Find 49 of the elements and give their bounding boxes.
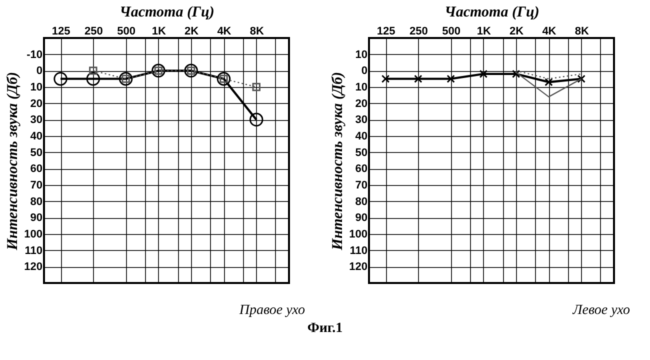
text: Левое ухо bbox=[572, 303, 631, 319]
y-tick-label: 10 bbox=[30, 82, 42, 94]
y-tick-label: 0 bbox=[361, 65, 368, 78]
x-tick-label: 500 bbox=[442, 26, 460, 38]
x-tick-label: 4K bbox=[217, 26, 232, 38]
text: Фиг.1 bbox=[306, 321, 344, 337]
y-tick-label: 110 bbox=[24, 244, 42, 257]
y-tick-label: 20 bbox=[355, 98, 368, 110]
y-axis-title: Интенсивность звука (Дб) bbox=[5, 72, 22, 252]
x-tick-label: 8K bbox=[250, 26, 264, 38]
y-tick-label: 120 bbox=[24, 261, 42, 274]
x-tick-label: 125 bbox=[52, 26, 70, 38]
x-axis-title: Частота (Гц) bbox=[120, 4, 214, 20]
y-tick-label: 120 bbox=[349, 261, 368, 274]
y-tick-label: 100 bbox=[24, 228, 42, 240]
y-tick-label: 70 bbox=[30, 180, 42, 192]
x-tick-label: 500 bbox=[117, 26, 136, 38]
y-tick-label: 60 bbox=[355, 163, 368, 176]
y-tick-label: 10 bbox=[355, 82, 368, 94]
y-tick-label: 40 bbox=[30, 130, 42, 142]
y-tick-label: 40 bbox=[355, 130, 368, 142]
x-axis-title: Частота (Гц) bbox=[444, 4, 540, 20]
y-tick-label: 50 bbox=[30, 146, 42, 159]
y-tick-label: 30 bbox=[355, 114, 368, 126]
x-tick-label: 8K bbox=[574, 26, 589, 38]
x-tick-label: 125 bbox=[376, 26, 396, 38]
y-tick-label: 10 bbox=[355, 48, 368, 61]
x-tick-label: 250 bbox=[84, 26, 103, 38]
y-tick-label: 30 bbox=[30, 114, 42, 126]
y-tick-label: 100 bbox=[349, 228, 368, 240]
y-tick-label: 20 bbox=[30, 98, 42, 110]
y-tick-label: 90 bbox=[30, 212, 42, 224]
x-tick-label: 4K bbox=[542, 26, 556, 38]
y-tick-label: 60 bbox=[30, 163, 42, 176]
y-axis-title: Интенсивность звука (Дб) bbox=[330, 72, 346, 252]
x-tick-label: 2K bbox=[184, 26, 199, 38]
y-tick-label: 80 bbox=[355, 196, 368, 208]
x-tick-label: 250 bbox=[409, 26, 428, 38]
y-tick-label: 0 bbox=[36, 65, 42, 78]
text: Правое ухо bbox=[238, 303, 306, 319]
y-tick-label: 110 bbox=[350, 244, 368, 257]
y-tick-label: 80 bbox=[30, 196, 42, 208]
x-tick-label: 1K bbox=[152, 26, 166, 38]
x-tick-label: 1K bbox=[476, 26, 492, 38]
y-tick-label: 70 bbox=[355, 180, 368, 192]
y-tick-label: 90 bbox=[355, 212, 368, 224]
y-tick-label: -10 bbox=[26, 48, 42, 61]
x-tick-label: 2K bbox=[510, 26, 524, 38]
y-tick-label: 50 bbox=[355, 146, 368, 159]
